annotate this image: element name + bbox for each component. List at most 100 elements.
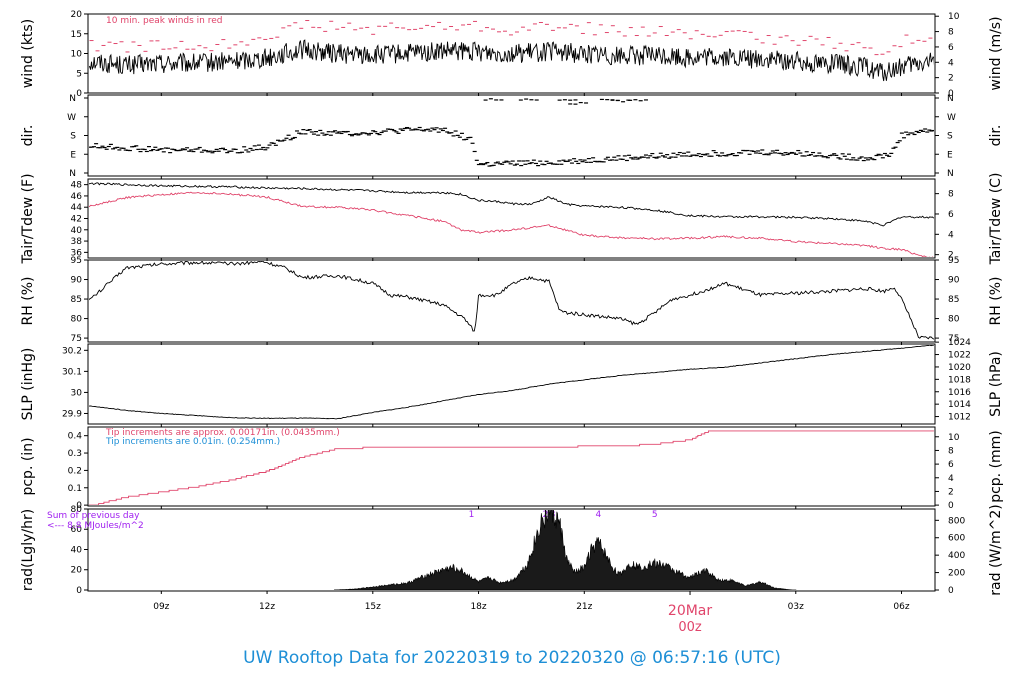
y-tick-label: 40 — [71, 545, 83, 555]
sun-marker: 4 — [596, 510, 602, 520]
panel-annotation: 10 min. peak winds in red — [106, 16, 223, 26]
plot-area — [89, 261, 934, 340]
y2-tick-label: 90 — [948, 276, 960, 286]
y2-tick-label: 0 — [948, 501, 954, 511]
panel-rh: 75 80 85 90 95 75 80 85 90 95 RH (%) RH (%) — [20, 256, 1004, 345]
y2-tick-label: 2 — [948, 487, 954, 497]
series-tair — [89, 182, 934, 227]
y-tick-label: N — [69, 94, 76, 104]
y2-tick-label: 0 — [948, 586, 954, 596]
y-tick-label: 90 — [71, 276, 83, 286]
y2-tick-label: 6 — [948, 43, 954, 53]
panel-pcp: 0 0.1 0.2 0.3 0.4 0 2 4 6 8 10 pcp. (in) pcp. (mm) Ti… — [20, 426, 1004, 511]
x-tick-label: 09z — [153, 602, 169, 612]
y2-tick-label: N — [947, 169, 954, 179]
y-tick-label: 29.9 — [62, 409, 82, 419]
date-marker-hour: 00z — [678, 620, 702, 635]
y2-tick-label: 1018 — [948, 375, 971, 385]
y2-axis-label: Tair/Tdew (C) — [988, 173, 1004, 266]
series-tdew — [89, 191, 934, 257]
y-tick-label: 40 — [71, 226, 83, 236]
y2-axis-label: SLP (hPa) — [988, 351, 1004, 417]
panel-slp: 29.9 30 30.1 30.2 1012 1014 1016 1018 1020 1022 10… — [20, 338, 1004, 427]
y2-tick-label: 8 — [948, 190, 954, 200]
plot-area — [89, 430, 934, 505]
y-tick-label: 46 — [71, 192, 83, 202]
y2-tick-label: 1012 — [948, 413, 971, 423]
y2-tick-label: W — [947, 113, 956, 123]
plot-area — [89, 98, 934, 167]
y-tick-label: 0 — [76, 501, 82, 511]
y2-axis-label: dir. — [988, 125, 1004, 147]
y2-tick-label: 1020 — [948, 363, 971, 373]
y-tick-label: 0.1 — [68, 484, 82, 494]
y2-axis-label: pcp. (mm) — [988, 430, 1004, 503]
y-tick-label: 20 — [71, 566, 83, 576]
y2-tick-label: S — [947, 132, 953, 142]
y-tick-label: 85 — [71, 295, 82, 305]
y2-tick-label: 2 — [948, 74, 954, 84]
y2-tick-label: 95 — [948, 256, 959, 266]
x-tick-label: 06z — [893, 602, 909, 612]
series-radiation — [334, 510, 793, 590]
y2-tick-label: 85 — [948, 295, 959, 305]
y-tick-label: 30 — [71, 388, 83, 398]
y2-tick-label: 6 — [948, 460, 954, 470]
y-tick-label: 95 — [71, 256, 82, 266]
y-tick-label: 0.3 — [68, 449, 82, 459]
y2-tick-label: 1022 — [948, 351, 971, 361]
y-tick-label: 60 — [71, 525, 83, 535]
series-slp — [89, 345, 934, 420]
y-tick-label: 10 — [71, 50, 83, 60]
plot-area — [334, 510, 797, 590]
y2-tick-label: 8 — [948, 446, 954, 456]
y2-axis-label: rad (W/m^2) — [988, 504, 1004, 595]
y-axis-label: wind (kts) — [20, 19, 36, 88]
plot-area — [89, 345, 934, 420]
y-tick-label: 36 — [71, 248, 83, 258]
y-tick-label: 20 — [71, 10, 83, 20]
y2-tick-label: 200 — [948, 569, 965, 579]
page-title: UW Rooftop Data for 20220319 to 20220320… — [243, 648, 781, 668]
y-axis-label: RH (%) — [20, 277, 36, 326]
y-tick-label: 80 — [71, 505, 83, 515]
y2-tick-label: 400 — [948, 551, 965, 561]
panel-annotation: Tip increments are 0.01in. (0.254mm.) — [105, 437, 280, 447]
x-tick-label: 21z — [576, 602, 592, 612]
y2-tick-label: 1024 — [948, 338, 971, 348]
sun-marker: 1 — [469, 510, 475, 520]
y-tick-label: 30.1 — [62, 367, 82, 377]
sun-marker: 5 — [652, 510, 658, 520]
y2-axis-label: wind (m/s) — [988, 16, 1004, 90]
y-tick-label: 0 — [76, 586, 82, 596]
y-axis-label: SLP (inHg) — [20, 348, 36, 421]
plot-area — [89, 182, 934, 257]
series-precip — [89, 430, 934, 505]
y2-tick-label: 1016 — [948, 388, 971, 398]
y2-tick-label: 800 — [948, 516, 965, 526]
y2-tick-label: 6 — [948, 210, 954, 220]
y2-tick-label: 80 — [948, 315, 960, 325]
y-tick-label: 42 — [71, 215, 82, 225]
x-tick-label: 03z — [788, 602, 804, 612]
panel-annotation: <--- 8.8 MJoules/m^2 — [47, 521, 144, 531]
y2-tick-label: 4 — [948, 230, 954, 240]
y-tick-label: 44 — [71, 203, 83, 213]
y2-tick-label: 8 — [948, 28, 954, 38]
y-tick-label: N — [69, 169, 76, 179]
panel-frame — [87, 343, 936, 425]
y-tick-label: 0.4 — [68, 432, 83, 442]
y2-axis-label: RH (%) — [988, 277, 1004, 326]
y-tick-label: W — [67, 113, 76, 123]
y-tick-label: 48 — [71, 181, 83, 191]
y-tick-label: 30.2 — [62, 346, 82, 356]
y2-tick-label: 10 — [948, 12, 960, 22]
panel-wind: 0 5 10 15 20 0 2 4 6 8 10 wind (kts) wind (m/s) 10 mi… — [20, 10, 1004, 99]
x-tick-label: 18z — [470, 602, 486, 612]
y2-tick-label: 2 — [948, 251, 954, 261]
y2-tick-label: 4 — [948, 58, 954, 68]
panel-frame — [87, 259, 936, 343]
